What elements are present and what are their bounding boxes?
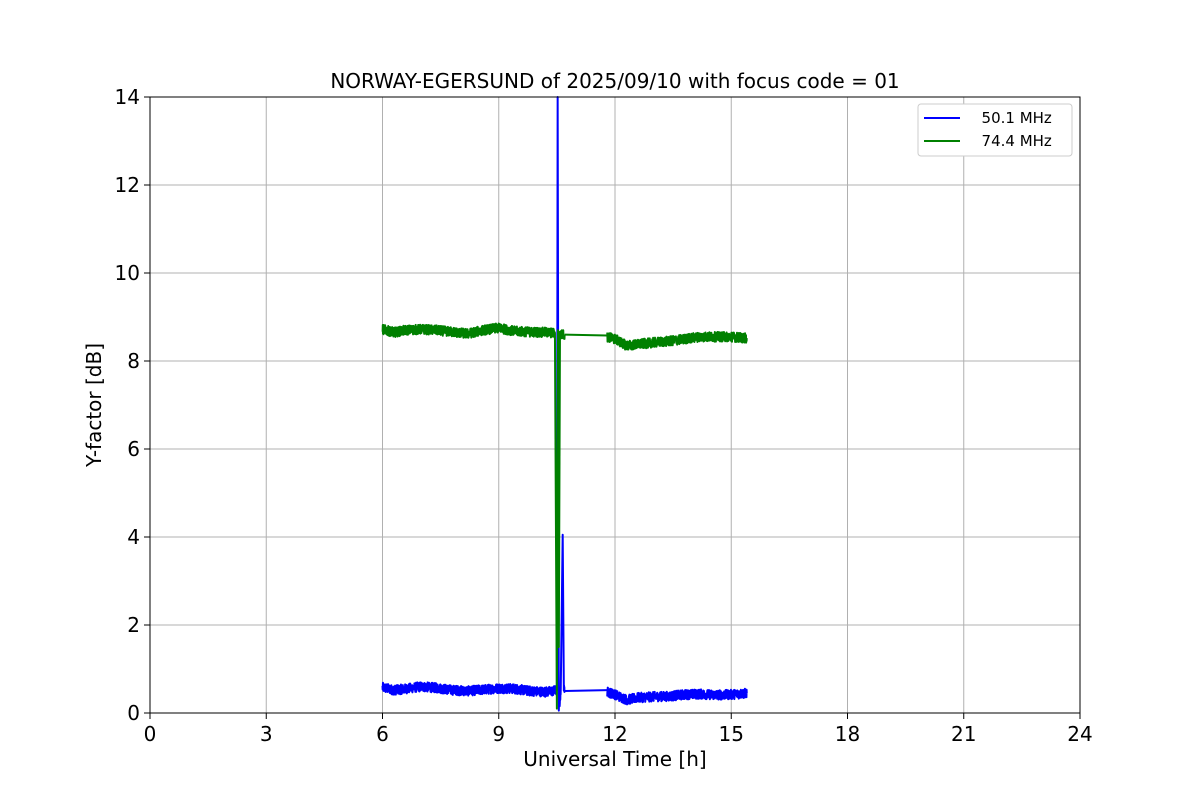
y-axis-label: Y-factor [dB] — [82, 343, 106, 468]
y-tick-label-2: 4 — [127, 525, 140, 549]
y-tick-label-6: 12 — [115, 173, 140, 197]
chart-title: NORWAY-EGERSUND of 2025/09/10 with focus… — [330, 69, 899, 93]
x-axis-label: Universal Time [h] — [523, 747, 706, 771]
x-tick-label-7: 21 — [951, 722, 976, 746]
y-tick-label-0: 0 — [127, 701, 140, 725]
x-tick-label-6: 18 — [835, 722, 860, 746]
series-0-segment-1 — [564, 689, 608, 692]
y-tick-label-5: 10 — [115, 261, 140, 285]
series-1-segment-1 — [564, 333, 608, 337]
x-tick-label-8: 24 — [1067, 722, 1092, 746]
y-tick-label-7: 14 — [115, 85, 140, 109]
x-tick-label-4: 12 — [602, 722, 627, 746]
y-tick-label-4: 8 — [127, 349, 140, 373]
series-0-segment-2 — [606, 686, 748, 706]
x-tick-label-0: 0 — [144, 722, 157, 746]
legend: 50.1 MHz 74.4 MHz — [917, 103, 1073, 157]
grid — [150, 97, 1080, 713]
series-layer — [381, 96, 748, 712]
series-1-segment-2 — [606, 331, 748, 351]
y-tick-label-3: 6 — [127, 437, 140, 461]
x-tick-label-5: 15 — [719, 722, 744, 746]
x-tick-label-2: 6 — [376, 722, 389, 746]
x-tick-label-3: 9 — [492, 722, 505, 746]
legend-label-1: 74.4 MHz — [972, 132, 1052, 150]
x-tick-label-1: 3 — [260, 722, 273, 746]
legend-label-0: 50.1 MHz — [972, 109, 1052, 127]
series-1-segment-0 — [381, 322, 566, 710]
y-tick-label-1: 2 — [127, 613, 140, 637]
series-0-segment-0 — [381, 96, 566, 712]
